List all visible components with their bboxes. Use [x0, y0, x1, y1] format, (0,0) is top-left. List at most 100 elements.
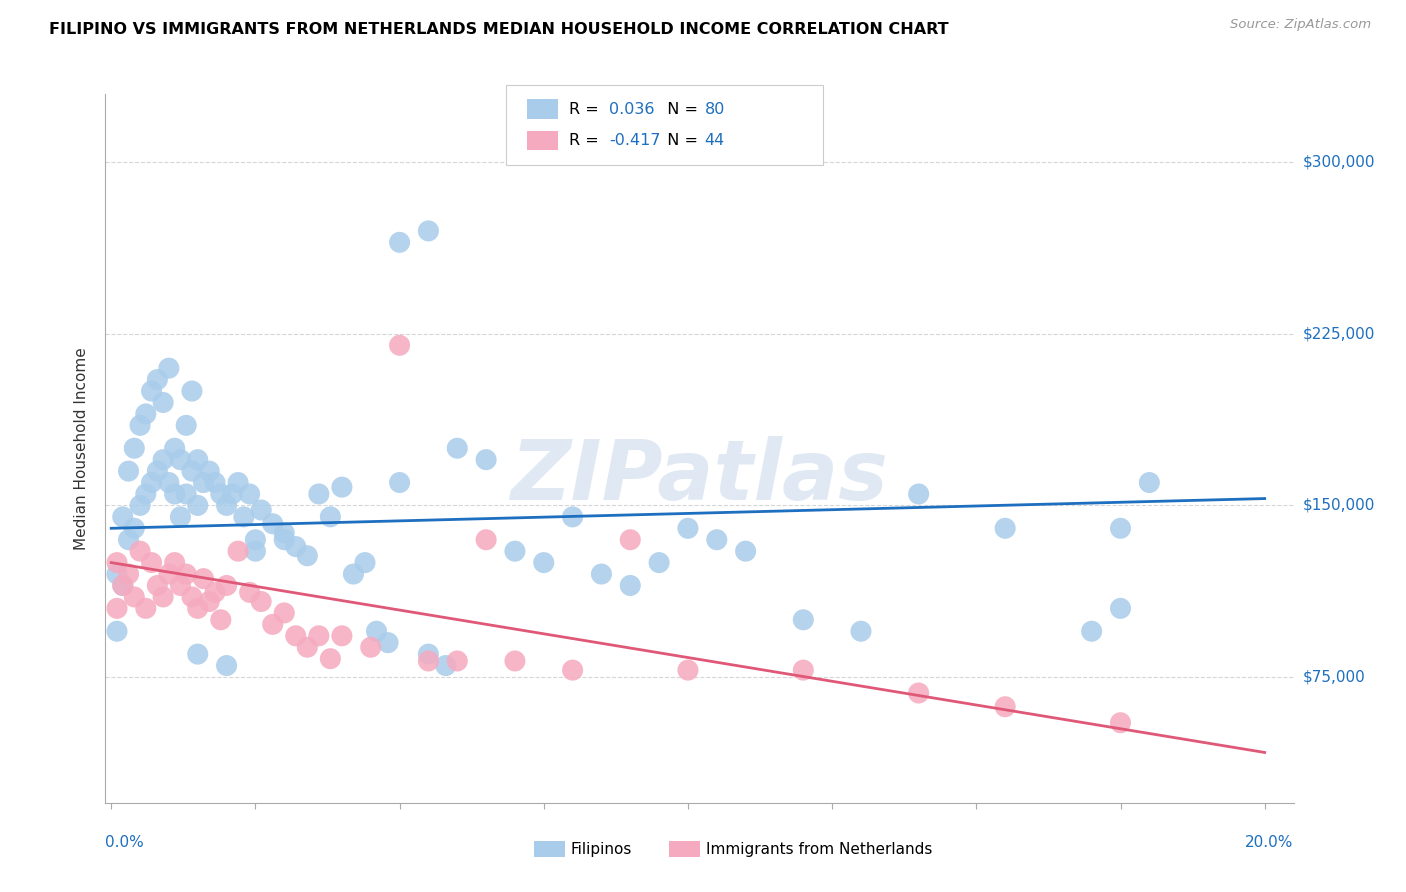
Point: [111, 578, 134, 592]
Point: [226, 475, 249, 490]
Point: [193, 475, 215, 490]
Text: 0.0%: 0.0%: [105, 835, 145, 850]
Point: [284, 629, 307, 643]
Point: [209, 613, 232, 627]
Point: [273, 525, 295, 540]
Y-axis label: Median Household Income: Median Household Income: [75, 347, 90, 549]
Point: [181, 464, 204, 478]
Point: [284, 540, 307, 554]
Point: [141, 384, 163, 398]
Point: [157, 475, 180, 490]
Point: [297, 640, 319, 655]
Point: [273, 533, 295, 547]
Point: [111, 578, 134, 592]
Point: [734, 544, 756, 558]
Point: [239, 487, 262, 501]
Point: [388, 475, 411, 490]
Point: [619, 578, 641, 592]
Point: [117, 567, 139, 582]
Point: [366, 624, 388, 639]
Point: [146, 578, 169, 592]
Point: [1109, 715, 1132, 730]
Text: $150,000: $150,000: [1303, 498, 1375, 513]
Text: 80: 80: [704, 102, 724, 117]
Point: [262, 617, 284, 632]
Point: [111, 509, 134, 524]
Point: [388, 338, 411, 352]
Point: [198, 464, 221, 478]
Point: [250, 594, 273, 608]
Point: [193, 572, 215, 586]
Point: [561, 663, 583, 677]
Point: [330, 480, 353, 494]
Point: [377, 635, 399, 649]
Point: [146, 373, 169, 387]
Point: [446, 654, 468, 668]
Point: [297, 549, 319, 563]
Text: 20.0%: 20.0%: [1246, 835, 1294, 850]
Point: [250, 503, 273, 517]
Point: [157, 567, 180, 582]
Point: [418, 647, 440, 661]
Point: [360, 640, 382, 655]
Point: [262, 516, 284, 531]
Point: [152, 395, 174, 409]
Point: [1137, 475, 1160, 490]
Point: [308, 629, 330, 643]
Text: R =: R =: [569, 102, 605, 117]
Text: N =: N =: [657, 133, 703, 148]
Point: [418, 654, 440, 668]
Text: $75,000: $75,000: [1303, 670, 1367, 684]
Point: [146, 464, 169, 478]
Point: [994, 699, 1017, 714]
Text: 44: 44: [704, 133, 724, 148]
Point: [475, 452, 498, 467]
Point: [135, 601, 157, 615]
Point: [163, 556, 186, 570]
Point: [187, 601, 209, 615]
Point: [117, 533, 139, 547]
Point: [533, 556, 555, 570]
Point: [129, 544, 152, 558]
Point: [152, 452, 174, 467]
Point: [152, 590, 174, 604]
Point: [157, 361, 180, 376]
Point: [1109, 601, 1132, 615]
Point: [174, 418, 197, 433]
Point: [135, 407, 157, 421]
Point: [245, 544, 267, 558]
Point: [209, 487, 232, 501]
Point: [187, 647, 209, 661]
Point: [163, 487, 186, 501]
Point: [792, 663, 814, 677]
Point: [319, 651, 342, 665]
Point: [907, 487, 929, 501]
Point: [105, 567, 128, 582]
Point: [169, 578, 191, 592]
Point: [181, 384, 204, 398]
Text: Source: ZipAtlas.com: Source: ZipAtlas.com: [1230, 18, 1371, 31]
Text: ZIPatlas: ZIPatlas: [510, 436, 889, 517]
Text: Filipinos: Filipinos: [571, 842, 633, 856]
Point: [354, 556, 377, 570]
Point: [124, 590, 146, 604]
Text: -0.417: -0.417: [609, 133, 661, 148]
Point: [141, 556, 163, 570]
Point: [342, 567, 364, 582]
Text: R =: R =: [569, 133, 605, 148]
Point: [232, 509, 254, 524]
Point: [619, 533, 641, 547]
Point: [418, 224, 440, 238]
Point: [503, 544, 526, 558]
Point: [273, 606, 295, 620]
Text: FILIPINO VS IMMIGRANTS FROM NETHERLANDS MEDIAN HOUSEHOLD INCOME CORRELATION CHAR: FILIPINO VS IMMIGRANTS FROM NETHERLANDS …: [49, 22, 949, 37]
Point: [135, 487, 157, 501]
Point: [181, 590, 204, 604]
Point: [105, 624, 128, 639]
Text: $300,000: $300,000: [1303, 155, 1375, 169]
Point: [129, 418, 152, 433]
Point: [204, 475, 226, 490]
Point: [221, 487, 243, 501]
Text: $225,000: $225,000: [1303, 326, 1375, 342]
Point: [124, 442, 146, 455]
